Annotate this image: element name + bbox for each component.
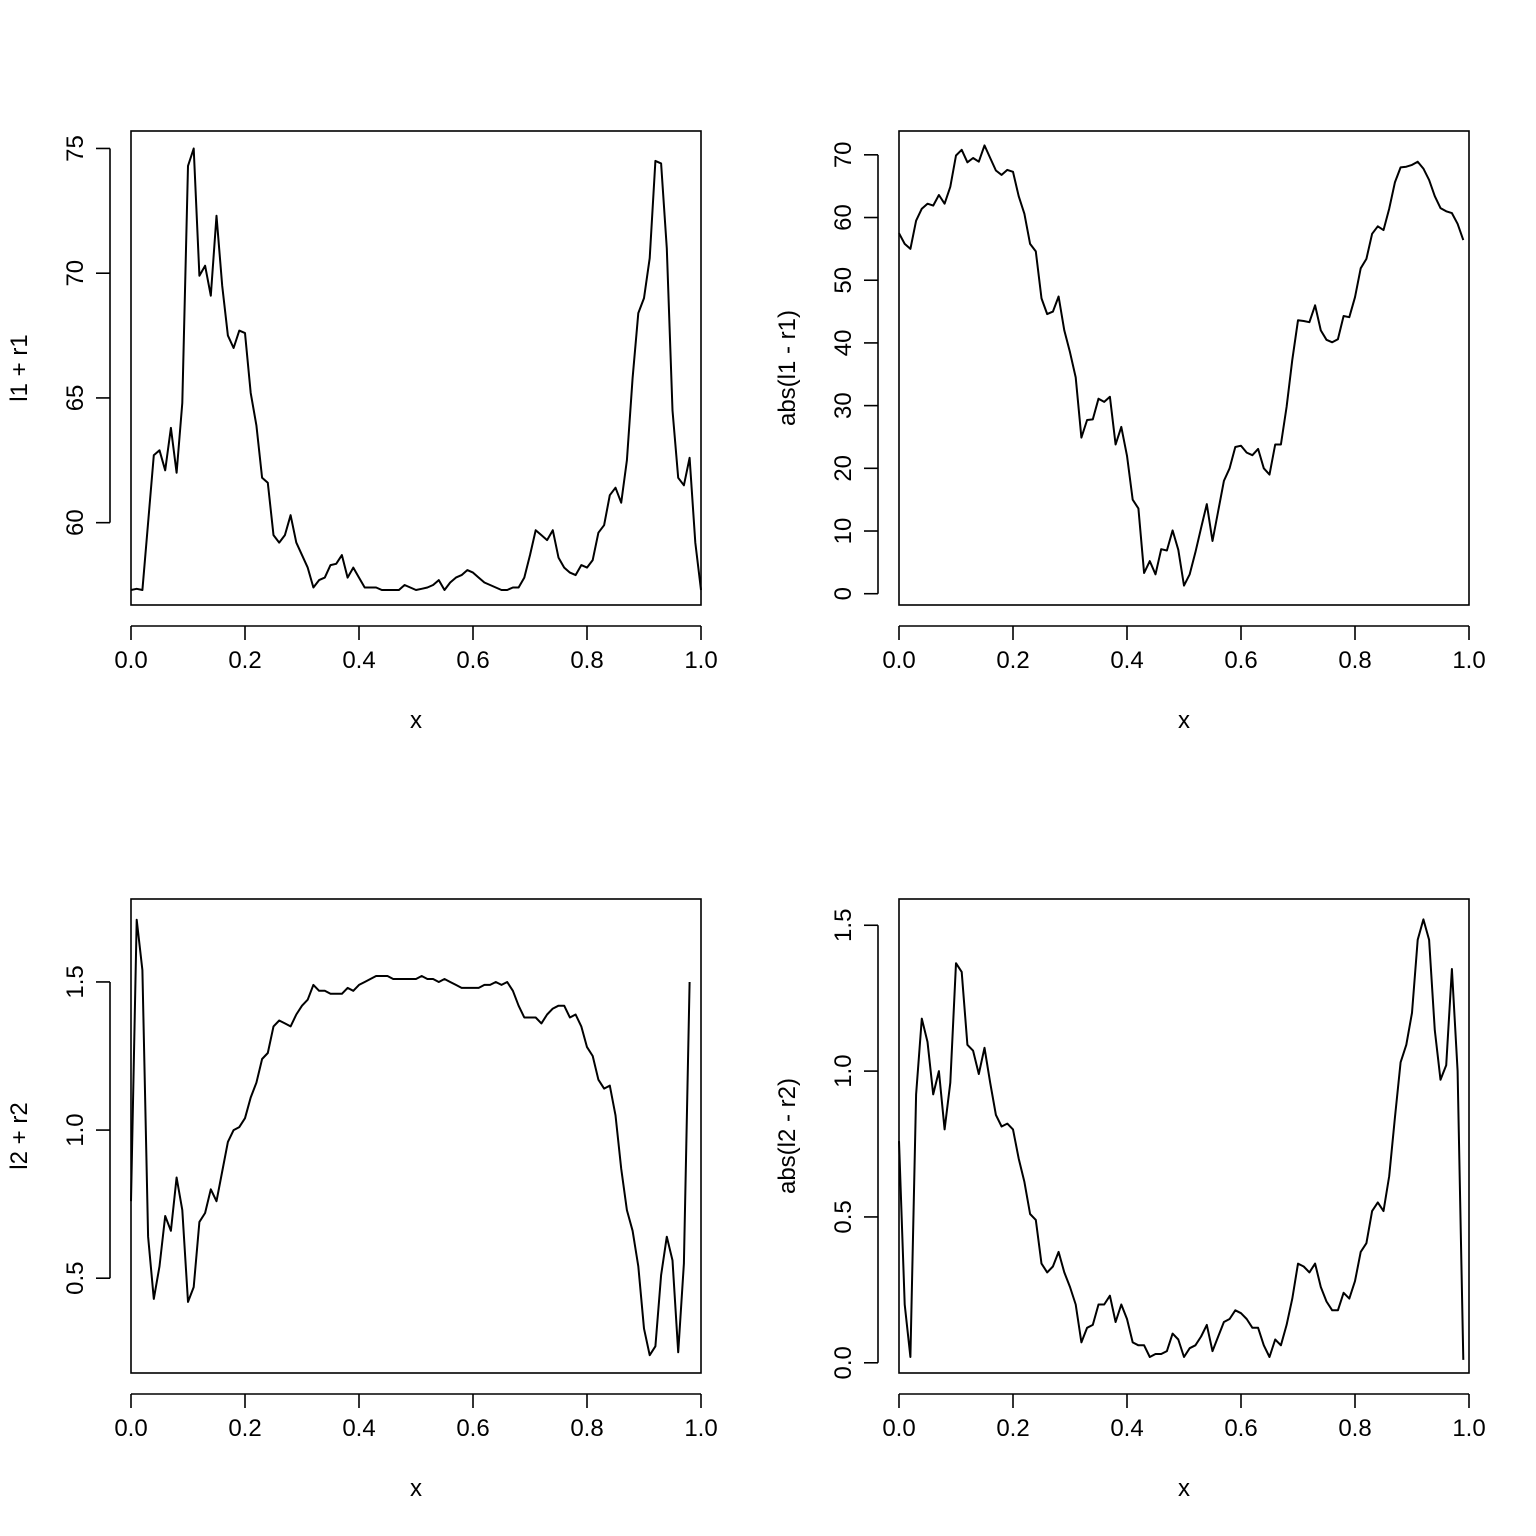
x-tick-label: 0.4: [1110, 647, 1143, 674]
chart-panel-1: 0.0 0.2 0.4 0.6 0.8 1.0 60 65 70 75 x l1 + r1: [6, 130, 718, 734]
y-axis-title: l1 + r1: [6, 334, 33, 401]
x-tick-label: 0.2: [228, 1415, 261, 1442]
x-tick-label: 1.0: [1452, 1415, 1485, 1442]
x-axis-title: x: [1178, 707, 1190, 734]
plot-frame: [130, 898, 702, 1374]
y-tick-label: 0: [830, 587, 857, 600]
series-line: [898, 144, 1465, 587]
x-tick-label: 0.2: [228, 647, 261, 674]
y-tick-label: 0.5: [62, 1262, 89, 1295]
y-tick-label: 60: [62, 509, 89, 536]
x-tick-label: 0.4: [342, 1415, 375, 1442]
y-tick-label: 30: [830, 392, 857, 419]
x-tick-label: 0.6: [456, 647, 489, 674]
x-tick-label: 0.8: [570, 647, 603, 674]
x-tick-label: 1.0: [684, 1415, 717, 1442]
y-tick-label: 1.0: [830, 1054, 857, 1087]
series-line: [898, 918, 1465, 1360]
x-tick-label: 0.8: [1338, 1415, 1371, 1442]
x-tick-label: 0.0: [114, 1415, 147, 1442]
x-tick-label: 1.0: [684, 647, 717, 674]
x-tick-label: 0.6: [456, 1415, 489, 1442]
x-tick-label: 0.0: [882, 1415, 915, 1442]
y-axis-title: l2 + r2: [6, 1102, 33, 1169]
x-tick-label: 0.0: [114, 647, 147, 674]
x-tick-label: 0.4: [342, 647, 375, 674]
x-tick-label: 0.0: [882, 647, 915, 674]
x-tick-label: 1.0: [1452, 647, 1485, 674]
x-tick-label: 0.4: [1110, 1415, 1143, 1442]
y-tick-label: 1.5: [62, 965, 89, 998]
y-tick-label: 65: [62, 385, 89, 412]
y-tick-label: 70: [62, 260, 89, 287]
x-tick-label: 0.2: [996, 647, 1029, 674]
y-tick-label: 70: [830, 141, 857, 168]
plot-frame: [130, 130, 702, 606]
y-tick-label: 10: [830, 518, 857, 545]
y-tick-label: 60: [830, 204, 857, 231]
x-tick-label: 0.6: [1224, 647, 1257, 674]
x-tick-label: 0.6: [1224, 1415, 1257, 1442]
plot-frame: [898, 130, 1470, 606]
x-axis-title: x: [1178, 1475, 1190, 1502]
y-tick-label: 1.0: [62, 1113, 89, 1146]
chart-panel-2: 0.0 0.2 0.4 0.6 0.8 1.0 0 10 20 30 40 50 60 70 x abs(l1…: [774, 130, 1486, 734]
plot-frame: [898, 898, 1470, 1374]
x-axis-title: x: [410, 1475, 422, 1502]
y-tick-label: 0.5: [830, 1200, 857, 1233]
series-line: [130, 918, 691, 1357]
y-tick-label: 20: [830, 455, 857, 482]
y-tick-label: 50: [830, 267, 857, 294]
x-tick-label: 0.8: [1338, 647, 1371, 674]
y-tick-label: 75: [62, 135, 89, 162]
y-tick-label: 0.0: [830, 1346, 857, 1379]
x-tick-label: 0.8: [570, 1415, 603, 1442]
y-tick-label: 1.5: [830, 909, 857, 942]
y-tick-label: 40: [830, 330, 857, 357]
y-axis-title: abs(l2 - r2): [774, 1078, 801, 1194]
x-axis-title: x: [410, 707, 422, 734]
x-tick-label: 0.2: [996, 1415, 1029, 1442]
y-axis-title: abs(l1 - r1): [774, 310, 801, 426]
chart-panel-4: 0.0 0.2 0.4 0.6 0.8 1.0 0.0 0.5 1.0 1.5 x abs(l2 - …: [774, 898, 1486, 1502]
chart-panel-3: 0.0 0.2 0.4 0.6 0.8 1.0 0.5 1.0 1.5 x l2 + r2: [6, 898, 718, 1502]
series-line: [130, 147, 702, 591]
